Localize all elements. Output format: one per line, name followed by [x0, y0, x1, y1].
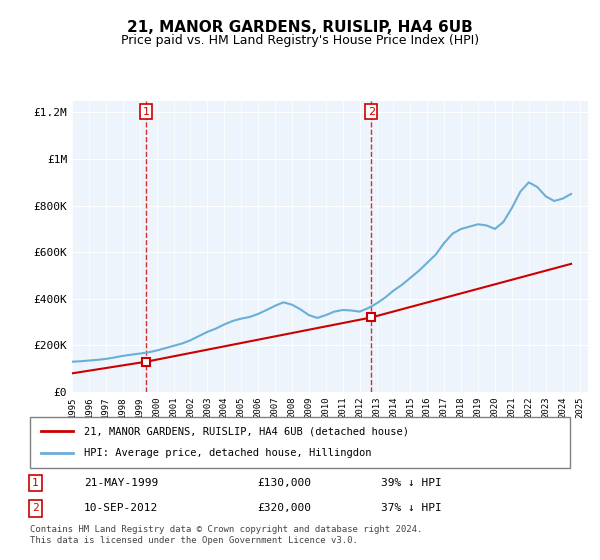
Text: Contains HM Land Registry data © Crown copyright and database right 2024.
This d: Contains HM Land Registry data © Crown c…	[30, 525, 422, 545]
Text: 1: 1	[32, 478, 39, 488]
Text: 39% ↓ HPI: 39% ↓ HPI	[381, 478, 442, 488]
Text: 37% ↓ HPI: 37% ↓ HPI	[381, 503, 442, 513]
Text: 2: 2	[368, 106, 375, 116]
FancyBboxPatch shape	[30, 417, 570, 468]
Text: 10-SEP-2012: 10-SEP-2012	[84, 503, 158, 513]
Text: 2: 2	[32, 503, 39, 513]
Text: £130,000: £130,000	[257, 478, 311, 488]
Text: 21, MANOR GARDENS, RUISLIP, HA4 6UB: 21, MANOR GARDENS, RUISLIP, HA4 6UB	[127, 20, 473, 35]
Text: 21, MANOR GARDENS, RUISLIP, HA4 6UB (detached house): 21, MANOR GARDENS, RUISLIP, HA4 6UB (det…	[84, 426, 409, 436]
Text: 21-MAY-1999: 21-MAY-1999	[84, 478, 158, 488]
Text: 1: 1	[143, 106, 149, 116]
Text: HPI: Average price, detached house, Hillingdon: HPI: Average price, detached house, Hill…	[84, 449, 371, 459]
Text: £320,000: £320,000	[257, 503, 311, 513]
Text: Price paid vs. HM Land Registry's House Price Index (HPI): Price paid vs. HM Land Registry's House …	[121, 34, 479, 46]
